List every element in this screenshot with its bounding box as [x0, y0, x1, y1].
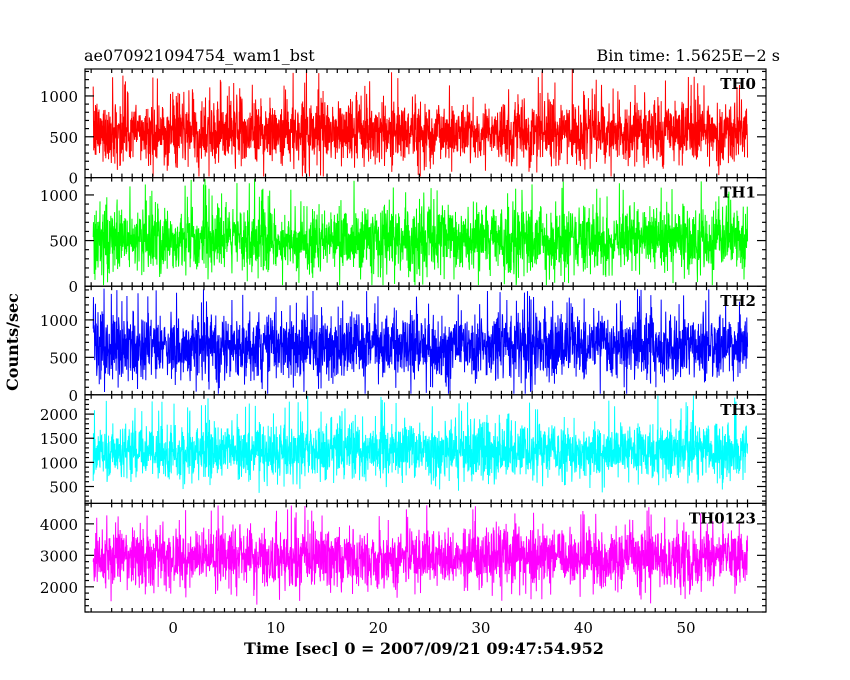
y-tick-label: 2000 — [40, 406, 78, 424]
series-line-th3 — [92, 395, 749, 493]
panel-label-th0123: TH0123 — [689, 509, 756, 527]
y-tick-label: 1000 — [40, 88, 78, 106]
bin-time-label: Bin time: 1.5625E−2 s — [597, 46, 780, 65]
panels-group: 0 500 1000 TH0 0 500 1000 TH1 0 500 1000 TH2 500 1000… — [40, 68, 767, 613]
x-tick-label: 10 — [266, 619, 285, 637]
y-tick-label: 0 — [68, 387, 78, 405]
panel-frame — [84, 502, 767, 613]
y-tick-label: 1000 — [40, 312, 78, 330]
y-tick-label: 1000 — [40, 187, 78, 205]
y-tick-label: 0 — [68, 278, 78, 296]
x-axis-label: Time [sec] 0 = 2007/09/21 09:47:54.952 — [244, 639, 604, 658]
y-tick-label: 4000 — [40, 516, 78, 534]
x-tick-labels: 0 10 20 30 40 50 — [168, 619, 695, 637]
panel-label-th0: TH0 — [720, 75, 756, 93]
y-axis-label: Counts/sec — [3, 293, 22, 391]
y-tick-label: 500 — [49, 479, 78, 497]
chart-title: ae070921094754_wam1_bst — [84, 46, 315, 65]
y-tick-label: 500 — [49, 349, 78, 367]
panel-th3: 500 1000 1500 2000 TH3 — [40, 394, 767, 504]
y-tick-label: 500 — [49, 129, 78, 147]
y-tick-label: 1500 — [40, 430, 78, 448]
series-line-th0123 — [92, 505, 749, 605]
panel-label-th2: TH2 — [720, 292, 756, 310]
x-tick-label: 40 — [574, 619, 593, 637]
panel-th0123: 2000 3000 4000 TH0123 — [40, 502, 767, 613]
y-tick-label: 3000 — [40, 547, 78, 565]
x-tick-label: 30 — [471, 619, 490, 637]
x-tick-label: 0 — [168, 619, 178, 637]
y-tick-label: 1000 — [40, 454, 78, 472]
panel-th2: 0 500 1000 TH2 — [40, 285, 767, 405]
series-line-th0 — [92, 69, 749, 177]
panel-th1: 0 500 1000 TH1 — [40, 177, 767, 296]
y-tick-label: 500 — [49, 233, 78, 251]
y-tick-label: 2000 — [40, 579, 78, 597]
panel-label-th3: TH3 — [720, 401, 756, 419]
x-tick-label: 20 — [369, 619, 388, 637]
x-tick-label: 50 — [676, 619, 695, 637]
y-tick-label: 0 — [68, 170, 78, 188]
panel-label-th1: TH1 — [720, 184, 756, 202]
series-line-th2 — [92, 288, 749, 394]
panel-th0: 0 500 1000 TH0 — [40, 68, 767, 188]
series-line-th1 — [92, 178, 749, 286]
